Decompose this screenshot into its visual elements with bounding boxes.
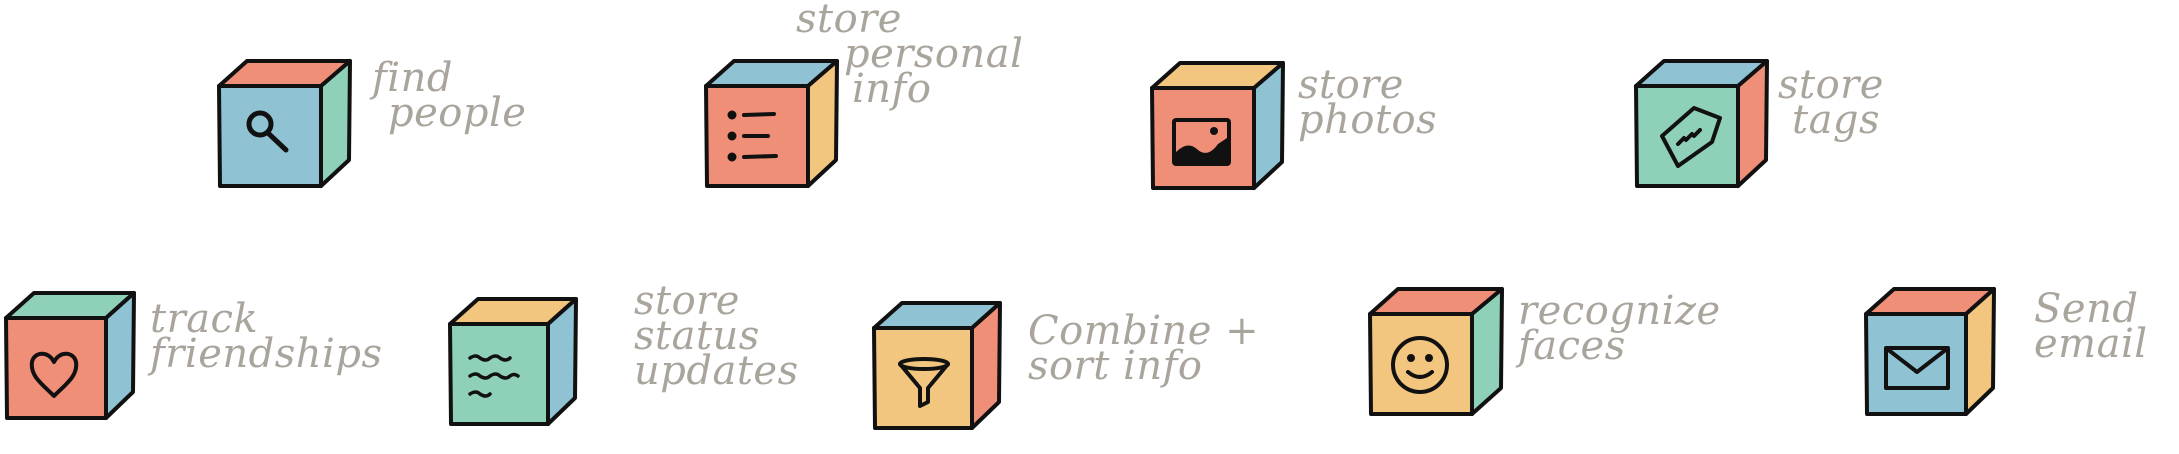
- label-line: tags: [1792, 97, 1881, 143]
- cube: [4, 291, 136, 420]
- label-line: people: [388, 90, 527, 136]
- item-label: store photos: [1298, 62, 1438, 143]
- cube: [217, 59, 352, 188]
- cube: [1150, 61, 1285, 190]
- cube-side-face: [1470, 287, 1504, 416]
- item-label: recognize faces: [1518, 288, 1721, 369]
- cube-front-face: [872, 326, 974, 430]
- text-lines-icon: [468, 354, 520, 398]
- label-line: store: [796, 0, 902, 42]
- label-line: find: [372, 55, 453, 101]
- cube-side-face: [1252, 61, 1285, 190]
- smiley-icon: [1391, 336, 1449, 394]
- list-icon: [727, 110, 778, 162]
- label-line: store: [1298, 62, 1404, 108]
- label-line: updates: [634, 348, 799, 394]
- cube: [448, 297, 578, 426]
- funnel-icon: [898, 357, 950, 408]
- label-line: personal: [844, 31, 1024, 77]
- cube-side-face: [104, 291, 136, 420]
- cube-side-face: [1964, 287, 1996, 416]
- item-label: track friendships: [150, 296, 383, 377]
- item-label: Send email: [2034, 286, 2148, 367]
- photo-icon: [1172, 118, 1231, 166]
- label-line: faces: [1518, 323, 1626, 369]
- item-label: Combine + sort info: [1028, 308, 1260, 389]
- cube: [1634, 59, 1769, 188]
- cube-side-face: [546, 297, 578, 426]
- cube: [1368, 287, 1504, 416]
- tag-icon: [1660, 106, 1722, 168]
- label-line: track: [150, 296, 259, 342]
- label-line: Combine +: [1028, 308, 1260, 354]
- label-line: email: [2034, 321, 2148, 367]
- cube-front-face: [1864, 312, 1968, 416]
- cube: [872, 301, 1002, 430]
- label-line: Send: [2034, 286, 2139, 332]
- label-line: recognize: [1518, 288, 1721, 334]
- cube-front-face: [1634, 84, 1740, 188]
- item-label: store tags: [1778, 62, 1884, 143]
- label-line: store: [634, 278, 740, 324]
- label-line: status: [634, 313, 760, 359]
- label-line: info: [852, 66, 932, 112]
- label-line: store: [1778, 62, 1884, 108]
- heart-icon: [29, 351, 79, 398]
- magnifier-icon: [246, 110, 289, 153]
- cube: [1864, 287, 1996, 416]
- cube: [704, 59, 839, 188]
- label-line: sort info: [1028, 343, 1203, 389]
- cube-front-face: [1150, 86, 1256, 190]
- cube-front-face: [1368, 312, 1474, 416]
- label-line: photos: [1298, 97, 1438, 143]
- item-label: store status updates: [634, 278, 799, 394]
- cube-front-face: [4, 316, 108, 420]
- item-label: find people: [372, 55, 527, 136]
- envelope-icon: [1884, 346, 1950, 390]
- cube-side-face: [970, 301, 1002, 430]
- item-label: store personal info: [792, 0, 1024, 112]
- cube-side-face: [319, 59, 352, 188]
- label-line: friendships: [150, 331, 383, 377]
- cube-side-face: [1736, 59, 1769, 188]
